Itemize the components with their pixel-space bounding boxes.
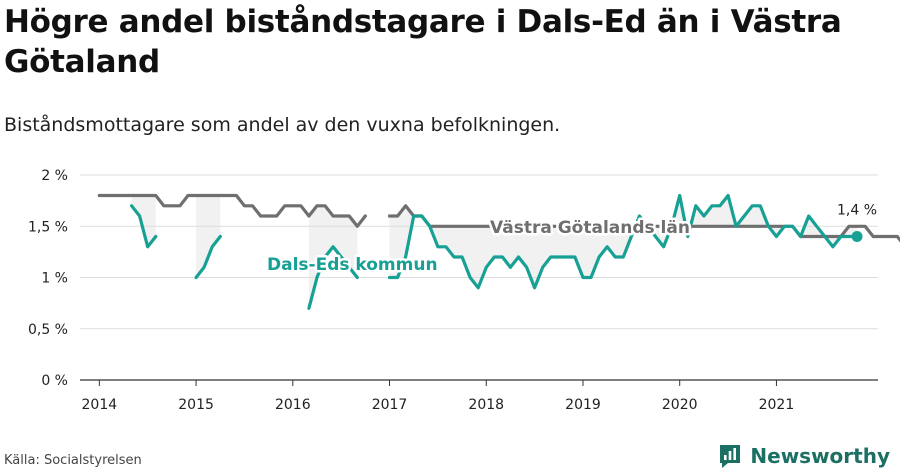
- x-tick-label: 2020: [662, 397, 698, 413]
- y-tick-label: 1 %: [41, 271, 68, 287]
- range-band: [131, 195, 857, 309]
- y-tick-label: 0 %: [41, 373, 68, 389]
- dals-ed-end-point: [851, 231, 863, 242]
- vastra-gotaland-line: [387, 204, 900, 243]
- dals-ed-end-value: 1,4 %: [837, 203, 877, 219]
- dals-ed-label: Dals-Eds kommun: [267, 255, 438, 275]
- vastra-gotaland-line: [97, 193, 367, 228]
- x-tick-label: 2014: [82, 397, 118, 413]
- range-band-area: [131, 195, 156, 247]
- brand-name: Newsworthy: [750, 444, 890, 468]
- chart-title: Högre andel biståndstagare i Dals-Ed än …: [4, 4, 842, 80]
- y-tick-label: 1,5 %: [28, 219, 68, 235]
- range-band-area: [389, 195, 857, 288]
- dals-ed-line: [194, 234, 222, 280]
- newsworthy-logo-icon: [720, 445, 741, 468]
- source-note: Källa: Socialstyrelsen: [4, 453, 142, 468]
- x-tick-label: 2017: [372, 397, 408, 413]
- vastra-gotaland-label: Västra Götalands län: [490, 218, 690, 238]
- x-tick-label: 2016: [275, 397, 311, 413]
- dals-ed-line: [307, 245, 359, 310]
- x-tick-label: 2015: [178, 397, 214, 413]
- x-tick-label: 2018: [468, 397, 504, 413]
- chart-subtitle: Biståndsmottagare som andel av den vuxna…: [4, 114, 561, 136]
- range-band-area: [196, 195, 221, 278]
- x-tick-label: 2019: [565, 397, 601, 413]
- y-tick-label: 0,5 %: [28, 322, 68, 338]
- y-axis-ticks: 0 % 0,5 % 1 % 1,5 % 2 %: [28, 168, 68, 389]
- vastra-gotaland-label-halo: Västra Götalands län: [490, 218, 690, 238]
- x-tick-label: 2021: [759, 397, 795, 413]
- dals-ed-label-halo: Dals-Eds kommun: [267, 255, 438, 275]
- y-tick-label: 2 %: [41, 168, 68, 184]
- dals-ed-line: [130, 204, 158, 249]
- line-chart: 0 % 0,5 % 1 % 1,5 % 2 % 2014 2015 2016 2017 2018…: [28, 168, 900, 413]
- x-axis-ticks: 2014 2015 2016 2017 2018 2019 2020 2021: [82, 380, 795, 413]
- grid-lines: [80, 174, 878, 381]
- dals-ed-line: [387, 193, 859, 290]
- brand-logo: Newsworthy: [718, 442, 890, 470]
- range-band-area: [308, 205, 358, 309]
- series-lines: [97, 193, 900, 310]
